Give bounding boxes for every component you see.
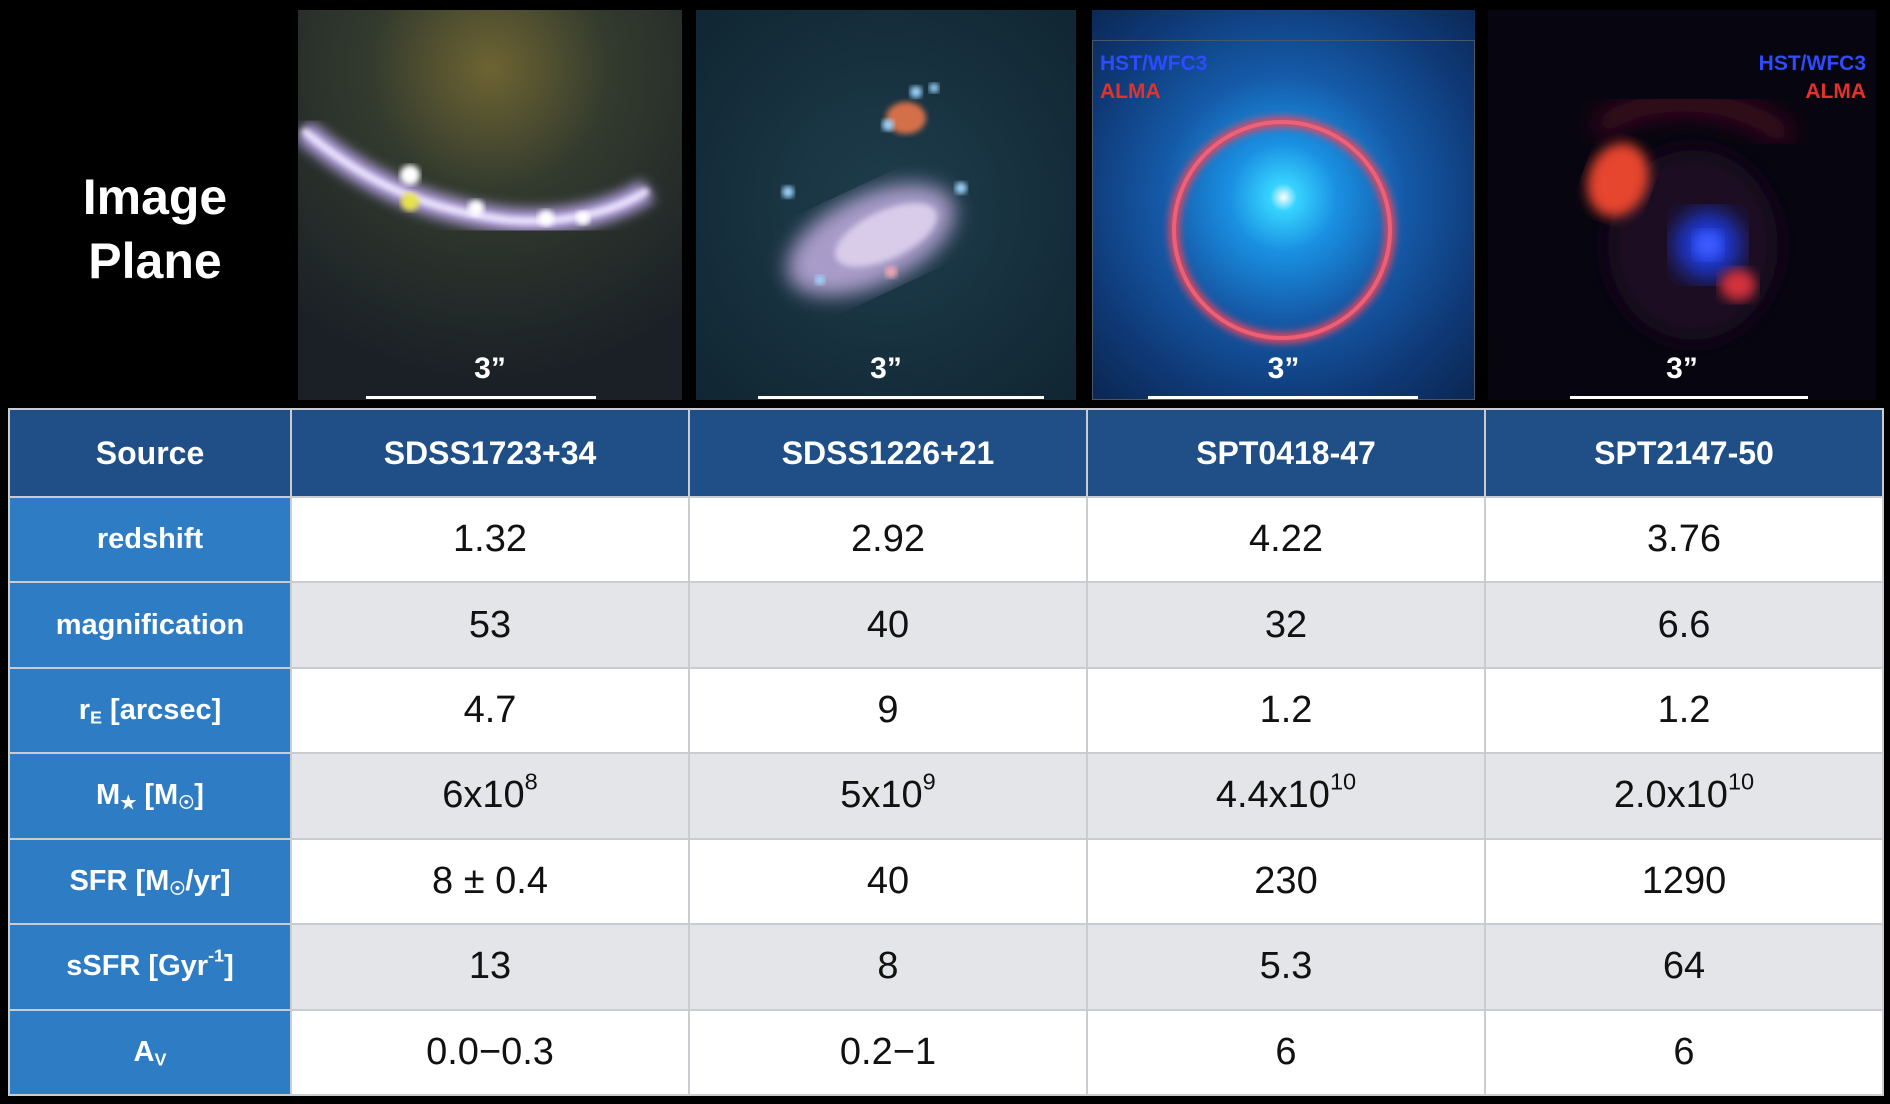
table-cell: 40 xyxy=(688,837,1088,926)
table-row-magnification: magnification 53 40 32 6.6 xyxy=(8,581,1884,669)
table-cell: 2.92 xyxy=(688,495,1088,584)
scale-bar-4 xyxy=(1570,396,1808,399)
image-panel-1: 3” xyxy=(298,10,682,400)
table-cell: 8 xyxy=(688,923,1088,1011)
lensed-arc-image-1 xyxy=(298,10,682,400)
table-cell: 64 xyxy=(1484,923,1884,1011)
einstein-ring-image-3 xyxy=(1092,10,1475,400)
table-cell: 9 xyxy=(688,666,1088,755)
table-cell: 32 xyxy=(1086,581,1486,669)
scale-label-3: 3” xyxy=(1267,352,1300,385)
table-cell: 8 ± 0.4 xyxy=(290,837,690,926)
legend-hst-wfc3: HST/WFC3 xyxy=(1758,52,1866,75)
table-cell: 0.0−0.3 xyxy=(290,1008,690,1097)
scale-label-1: 3” xyxy=(474,352,506,385)
table-cell: 4.4x1010 xyxy=(1086,752,1486,840)
table-cell: 2.0x1010 xyxy=(1484,752,1884,840)
table-cell: 6x108 xyxy=(290,752,690,840)
table-row-extinction: AV 0.0−0.3 0.2−1 6 6 xyxy=(8,1008,1884,1097)
row-label-einstein-radius: rE [arcsec] xyxy=(8,666,292,755)
header-source: Source xyxy=(8,408,292,498)
row-label-stellar-mass: M★ [M☉] xyxy=(8,752,292,840)
table-cell: 6.6 xyxy=(1484,581,1884,669)
row-label-ssfr: sSFR [Gyr-1] xyxy=(8,923,292,1011)
title-line-1: Image xyxy=(82,169,228,225)
legend-alma: ALMA xyxy=(1100,80,1161,103)
table-cell: 5.3 xyxy=(1086,923,1486,1011)
image-panel-3: HST/WFC3 ALMA 3” xyxy=(1092,10,1475,400)
table-cell: 4.22 xyxy=(1086,495,1486,584)
table-row-stellar-mass: M★ [M☉] 6x108 5x109 4.4x1010 2.0x1010 xyxy=(8,752,1884,840)
table-row-sfr: SFR [M☉/yr] 8 ± 0.4 40 230 1290 xyxy=(8,837,1884,926)
row-label-magnification: magnification xyxy=(8,581,292,669)
column-header: SDSS1226+21 xyxy=(688,408,1088,498)
image-panel-4: HST/WFC3 ALMA 3” xyxy=(1488,10,1876,400)
column-header: SDSS1723+34 xyxy=(290,408,690,498)
table-cell: 230 xyxy=(1086,837,1486,926)
column-header: SPT0418-47 xyxy=(1086,408,1486,498)
image-panel-2: 3” xyxy=(696,10,1076,400)
image-plane-title: Image Plane xyxy=(20,165,290,293)
row-label-redshift: redshift xyxy=(8,495,292,584)
row-label-sfr: SFR [M☉/yr] xyxy=(8,837,292,926)
table-cell: 4.7 xyxy=(290,666,690,755)
table-cell: 0.2−1 xyxy=(688,1008,1088,1097)
legend-hst-wfc3: HST/WFC3 xyxy=(1100,52,1208,75)
row-label-extinction: AV xyxy=(8,1008,292,1097)
table-cell: 1.2 xyxy=(1484,666,1884,755)
table-row-einstein-radius: rE [arcsec] 4.7 9 1.2 1.2 xyxy=(8,666,1884,755)
lensed-source-image-4 xyxy=(1488,10,1876,400)
scale-label-4: 3” xyxy=(1666,352,1698,385)
table-cell: 3.76 xyxy=(1484,495,1884,584)
scale-bar-1 xyxy=(366,396,596,399)
table-cell: 1.32 xyxy=(290,495,690,584)
scale-bar-2 xyxy=(758,396,1044,399)
scale-label-2: 3” xyxy=(870,352,902,385)
source-properties-table: Source SDSS1723+34 SDSS1226+21 SPT0418-4… xyxy=(8,408,1884,1097)
scale-bar-3 xyxy=(1148,396,1418,399)
table-row-redshift: redshift 1.32 2.92 4.22 3.76 xyxy=(8,495,1884,584)
title-line-2: Plane xyxy=(88,233,222,289)
table-cell: 5x109 xyxy=(688,752,1088,840)
table-header-row: Source SDSS1723+34 SDSS1226+21 SPT0418-4… xyxy=(8,408,1884,498)
table-cell: 40 xyxy=(688,581,1088,669)
table-cell: 1.2 xyxy=(1086,666,1486,755)
table-cell: 13 xyxy=(290,923,690,1011)
table-cell: 6 xyxy=(1484,1008,1884,1097)
column-header: SPT2147-50 xyxy=(1484,408,1884,498)
table-row-ssfr: sSFR [Gyr-1] 13 8 5.3 64 xyxy=(8,923,1884,1011)
legend-alma: ALMA xyxy=(1805,80,1866,103)
table-cell: 53 xyxy=(290,581,690,669)
lensed-galaxy-image-2 xyxy=(696,10,1076,400)
table-cell: 1290 xyxy=(1484,837,1884,926)
table-cell: 6 xyxy=(1086,1008,1486,1097)
